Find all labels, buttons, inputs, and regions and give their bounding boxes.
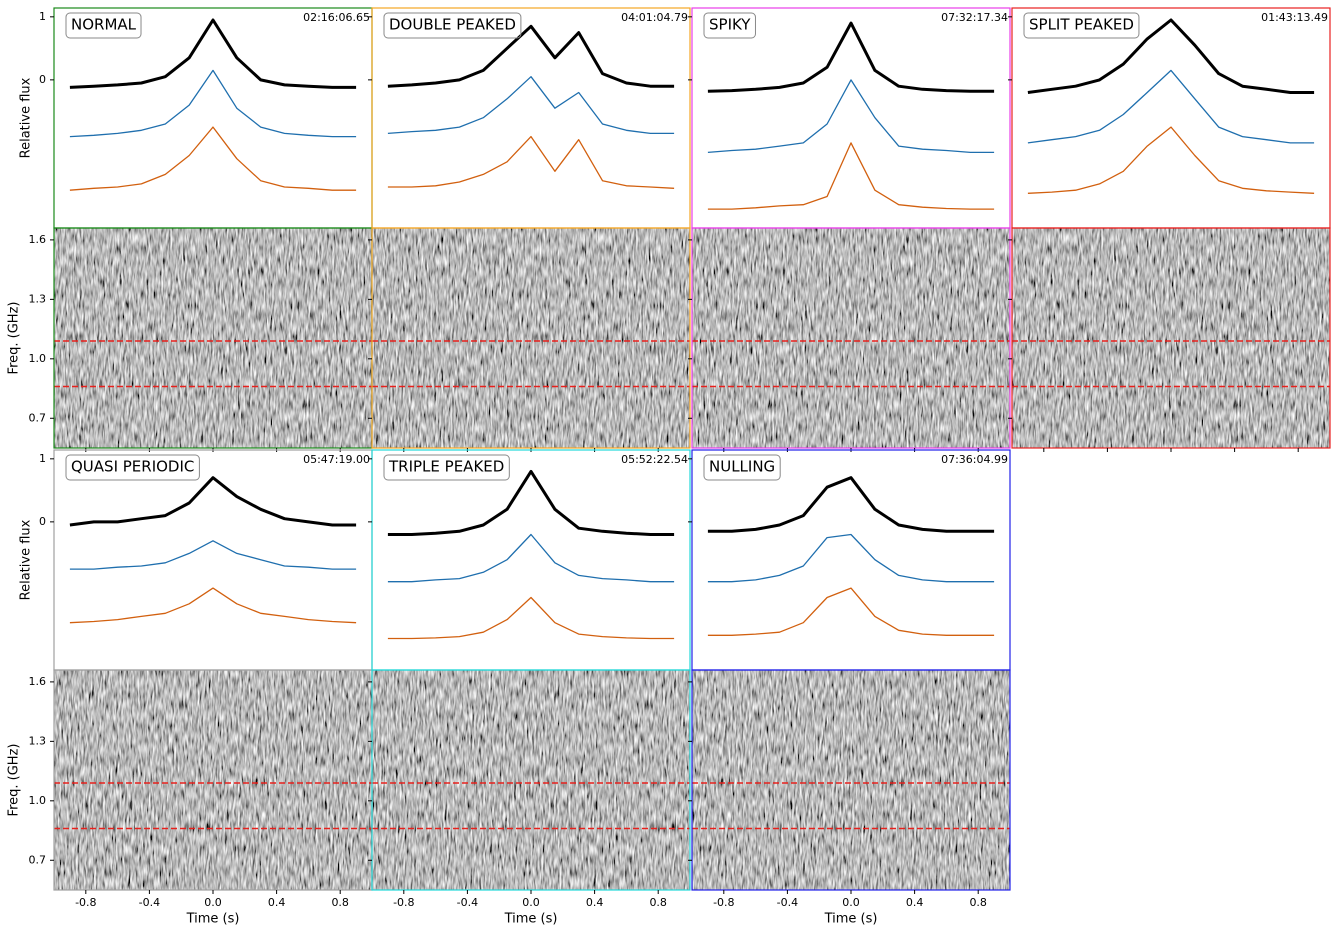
x-tick-label: -0.4: [457, 896, 478, 909]
y-tick-label: 1.3: [29, 292, 47, 305]
x-axis-title: Time (s): [186, 912, 240, 927]
x-tick-label: 0.4: [268, 896, 286, 909]
profile-frame: [53, 7, 373, 229]
pulse-profile: [707, 533, 995, 583]
pulse-profile: [69, 126, 357, 191]
pulse-profile: [387, 24, 675, 88]
pulse-profile: [707, 79, 995, 154]
pulse-profile: [707, 142, 995, 210]
pulse-profile: [69, 69, 357, 138]
pulse-profile: [69, 476, 357, 527]
x-axis-title: Time (s): [824, 912, 878, 927]
label-box: [383, 12, 522, 39]
timestamp: 07:36:04.99: [941, 453, 1008, 466]
pulse-profile: [1027, 18, 1315, 94]
pulse-profile: [387, 533, 675, 583]
dynamic-spectrum: [372, 228, 690, 448]
x-tick-label: -0.8: [75, 896, 96, 909]
label-box: [703, 12, 756, 39]
y-axis-title: Freq. (GHz): [7, 744, 22, 817]
y-tick-label: 0: [39, 515, 46, 528]
class-label: SPIKY: [709, 16, 751, 34]
pulse-profile: [387, 76, 675, 135]
y-axis-title: Relative flux: [19, 519, 34, 600]
y-axis-title: Freq. (GHz): [7, 302, 22, 375]
timestamp: 01:43:13.49: [1261, 11, 1328, 24]
profile-frame: [371, 449, 691, 671]
pulse-profile: [387, 135, 675, 189]
x-tick-label: 0.4: [586, 896, 604, 909]
y-tick-label: 1.6: [29, 675, 47, 688]
dynamic-spectrum: [54, 670, 372, 890]
dynamic-spectrum: [372, 670, 690, 890]
x-tick-label: 0.0: [204, 896, 222, 909]
y-tick-label: 1: [39, 452, 46, 465]
class-label: QUASI PERIODIC: [71, 458, 194, 476]
y-tick-label: 1.0: [29, 794, 47, 807]
dynamic-spectrum: [692, 228, 1010, 448]
x-tick-label: 0.0: [522, 896, 540, 909]
dynamic-spectrum: [692, 670, 1010, 890]
profile-frame: [691, 7, 1011, 229]
pulse-profile: [387, 596, 675, 640]
pulse-profile: [69, 18, 357, 89]
class-label: NULLING: [709, 458, 775, 476]
x-tick-label: 0.8: [969, 896, 987, 909]
y-tick-label: 1: [39, 10, 46, 23]
class-label: NORMAL: [71, 16, 137, 34]
x-tick-label: -0.4: [777, 896, 798, 909]
label-box: [703, 454, 781, 481]
y-tick-label: 0: [39, 73, 46, 86]
timestamp: 02:16:06.65: [303, 11, 370, 24]
x-tick-label: 0.0: [842, 896, 860, 909]
pulse-profile: [69, 540, 357, 570]
pulse-profile: [707, 21, 995, 93]
pulse-profile: [1027, 69, 1315, 144]
label-box: [1023, 12, 1140, 39]
timestamp: 07:32:17.34: [941, 11, 1008, 24]
x-tick-label: 0.8: [649, 896, 667, 909]
profile-frame: [53, 449, 373, 671]
pulse-profile: [387, 469, 675, 536]
profile-frame: [371, 7, 691, 229]
y-tick-label: 1.0: [29, 352, 47, 365]
pulse-profile: [1027, 126, 1315, 194]
dynamic-spectrum: [1012, 228, 1330, 448]
x-tick-label: -0.8: [713, 896, 734, 909]
class-label: TRIPLE PEAKED: [388, 458, 504, 476]
label-box: [383, 454, 510, 481]
y-axis-title: Relative flux: [19, 77, 34, 158]
x-tick-label: 0.4: [906, 896, 924, 909]
profile-frame: [1011, 7, 1331, 229]
label-box: [65, 454, 200, 481]
dynamic-spectrum: [54, 228, 372, 448]
pulse-profile: [707, 587, 995, 636]
pulse-profile: [69, 587, 357, 624]
x-tick-label: 0.8: [331, 896, 349, 909]
pulse-profile: [707, 476, 995, 533]
label-box: [65, 12, 142, 39]
class-label: SPLIT PEAKED: [1029, 16, 1134, 34]
timestamp: 05:47:19.00: [303, 453, 370, 466]
y-tick-label: 1.3: [29, 734, 47, 747]
profile-frame: [691, 449, 1011, 671]
y-tick-label: 1.6: [29, 233, 47, 246]
class-label: DOUBLE PEAKED: [389, 16, 516, 34]
x-axis-title: Time (s): [504, 912, 558, 927]
timestamp: 04:01:04.79: [621, 11, 688, 24]
y-tick-label: 0.7: [29, 853, 47, 866]
x-tick-label: -0.4: [139, 896, 160, 909]
y-tick-label: 0.7: [29, 411, 47, 424]
timestamp: 05:52:22.54: [621, 453, 688, 466]
x-tick-label: -0.8: [393, 896, 414, 909]
